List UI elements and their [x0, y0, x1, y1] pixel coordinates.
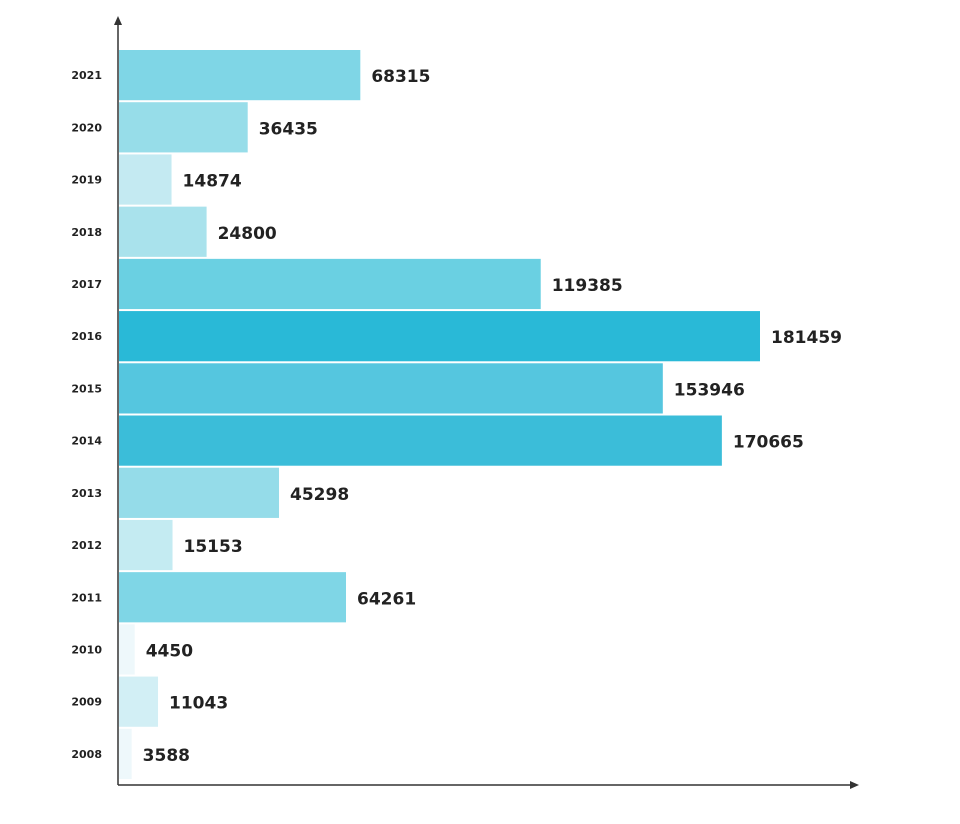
category-label: 2014	[71, 435, 102, 448]
category-label: 2008	[71, 748, 102, 761]
value-label: 14874	[183, 172, 242, 192]
value-label: 170665	[733, 433, 804, 453]
bar	[119, 50, 361, 101]
category-label: 2012	[71, 539, 102, 552]
bar	[119, 728, 132, 779]
bar	[119, 102, 248, 153]
bar	[119, 415, 722, 466]
bar	[119, 206, 207, 257]
category-label: 2011	[71, 591, 102, 604]
category-label: 2020	[71, 121, 102, 134]
bar	[119, 467, 280, 518]
category-label: 2016	[71, 330, 102, 343]
bar	[119, 676, 159, 727]
x-axis-arrow	[850, 781, 859, 789]
bar	[119, 363, 663, 414]
bar	[119, 154, 172, 205]
category-label: 2009	[71, 696, 102, 709]
value-label: 3588	[143, 746, 190, 766]
value-label: 68315	[371, 67, 430, 87]
value-label: 181459	[771, 328, 842, 348]
y-axis-arrow	[114, 16, 122, 25]
bar	[119, 519, 173, 571]
value-label: 4450	[146, 641, 193, 661]
category-label: 2019	[71, 174, 102, 187]
value-label: 45298	[290, 485, 349, 505]
value-label: 24800	[218, 224, 277, 244]
bar	[119, 311, 760, 362]
value-label: 64261	[357, 589, 416, 609]
category-label: 2018	[71, 226, 102, 239]
bar	[119, 624, 135, 675]
bar	[119, 258, 541, 310]
value-label: 11043	[169, 694, 228, 714]
category-label: 2015	[71, 382, 102, 395]
value-label: 36435	[259, 119, 318, 139]
bar	[119, 572, 347, 623]
category-label: 2013	[71, 487, 102, 500]
category-label: 2021	[71, 69, 102, 82]
value-label: 153946	[674, 380, 745, 400]
value-label: 15153	[184, 537, 243, 557]
category-label: 2017	[71, 278, 102, 291]
value-label: 119385	[552, 276, 623, 296]
category-label: 2010	[71, 643, 102, 656]
